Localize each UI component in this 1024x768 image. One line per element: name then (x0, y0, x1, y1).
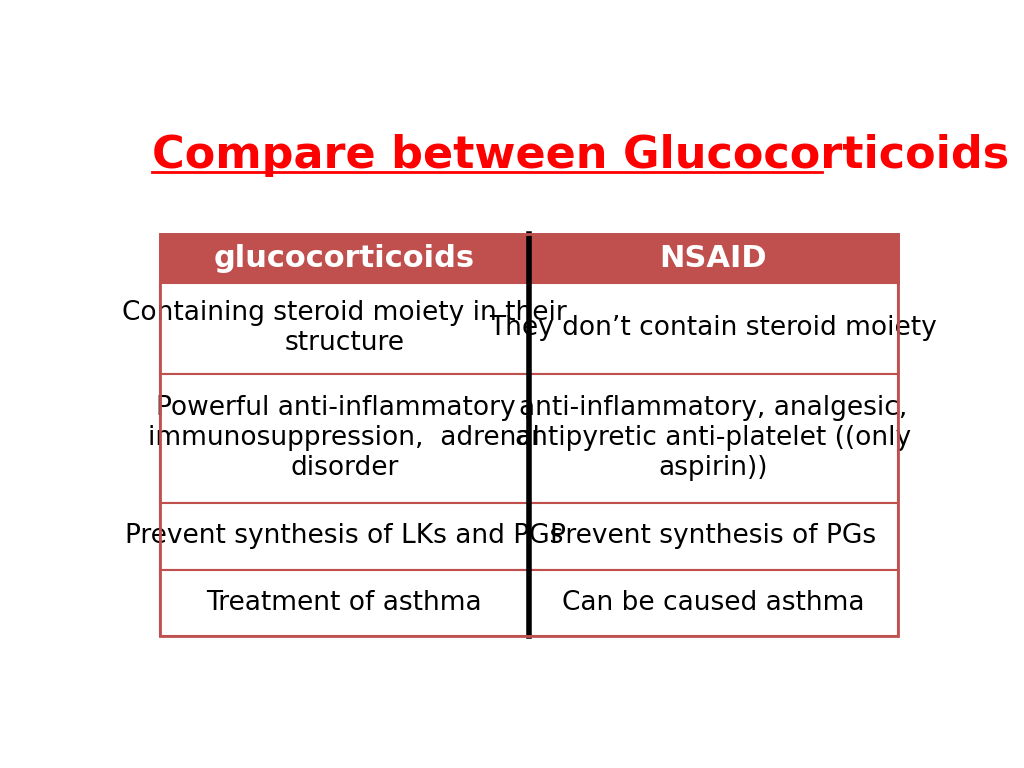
Text: Treatment of asthma: Treatment of asthma (207, 590, 482, 616)
Bar (160, 234, 898, 283)
Text: glucocorticoids: glucocorticoids (214, 243, 475, 273)
Text: Powerful anti-inflammatory ,
immunosuppression,  adrenal
disorder: Powerful anti-inflammatory , immunosuppr… (148, 396, 541, 482)
Text: Containing steroid moiety in their
structure: Containing steroid moiety in their struc… (122, 300, 566, 356)
Bar (160, 283, 898, 373)
Bar (160, 234, 898, 636)
Text: They don’t contain steroid moiety: They don’t contain steroid moiety (489, 315, 937, 341)
Text: anti-inflammatory, analgesic,
antipyretic anti-platelet ((only
aspirin)): anti-inflammatory, analgesic, antipyreti… (515, 396, 911, 482)
Bar (160, 570, 898, 636)
Bar (160, 373, 898, 503)
Bar (160, 503, 898, 570)
Text: Compare between Glucocorticoids &NSAID: Compare between Glucocorticoids &NSAID (152, 134, 1024, 177)
Text: Can be caused asthma: Can be caused asthma (562, 590, 864, 616)
Text: Prevent synthesis of LKs and PGs: Prevent synthesis of LKs and PGs (125, 524, 563, 549)
Text: NSAID: NSAID (659, 243, 767, 273)
Text: Prevent synthesis of PGs: Prevent synthesis of PGs (550, 524, 877, 549)
